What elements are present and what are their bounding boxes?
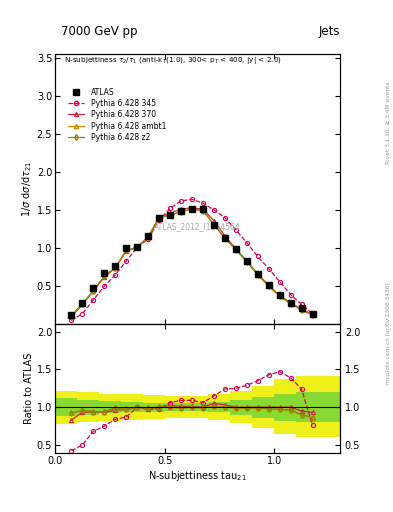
Text: mcplots.cern.ch [arXiv:1306.3436]: mcplots.cern.ch [arXiv:1306.3436] — [386, 282, 391, 383]
Y-axis label: 1/$\sigma$ d$\sigma$/d$\tau_{21}$: 1/$\sigma$ d$\sigma$/d$\tau_{21}$ — [20, 161, 34, 217]
Text: ATLAS_2012_I1094564: ATLAS_2012_I1094564 — [154, 222, 241, 231]
Text: Jets: Jets — [318, 25, 340, 37]
Legend: ATLAS, Pythia 6.428 345, Pythia 6.428 370, Pythia 6.428 ambt1, Pythia 6.428 z2: ATLAS, Pythia 6.428 345, Pythia 6.428 37… — [64, 84, 169, 145]
Y-axis label: Ratio to ATLAS: Ratio to ATLAS — [24, 353, 34, 424]
Text: N-subjettiness $\tau_2/\tau_1$ (anti-k$_T$(1.0), 300< p$_T$ < 400, |y| < 2.0): N-subjettiness $\tau_2/\tau_1$ (anti-k$_… — [64, 55, 282, 66]
Text: 7000 GeV pp: 7000 GeV pp — [61, 25, 138, 37]
X-axis label: N-subjettiness tau$_{21}$: N-subjettiness tau$_{21}$ — [148, 468, 247, 483]
Text: Rivet 3.1.10, ≥ 3.4M events: Rivet 3.1.10, ≥ 3.4M events — [386, 81, 391, 164]
